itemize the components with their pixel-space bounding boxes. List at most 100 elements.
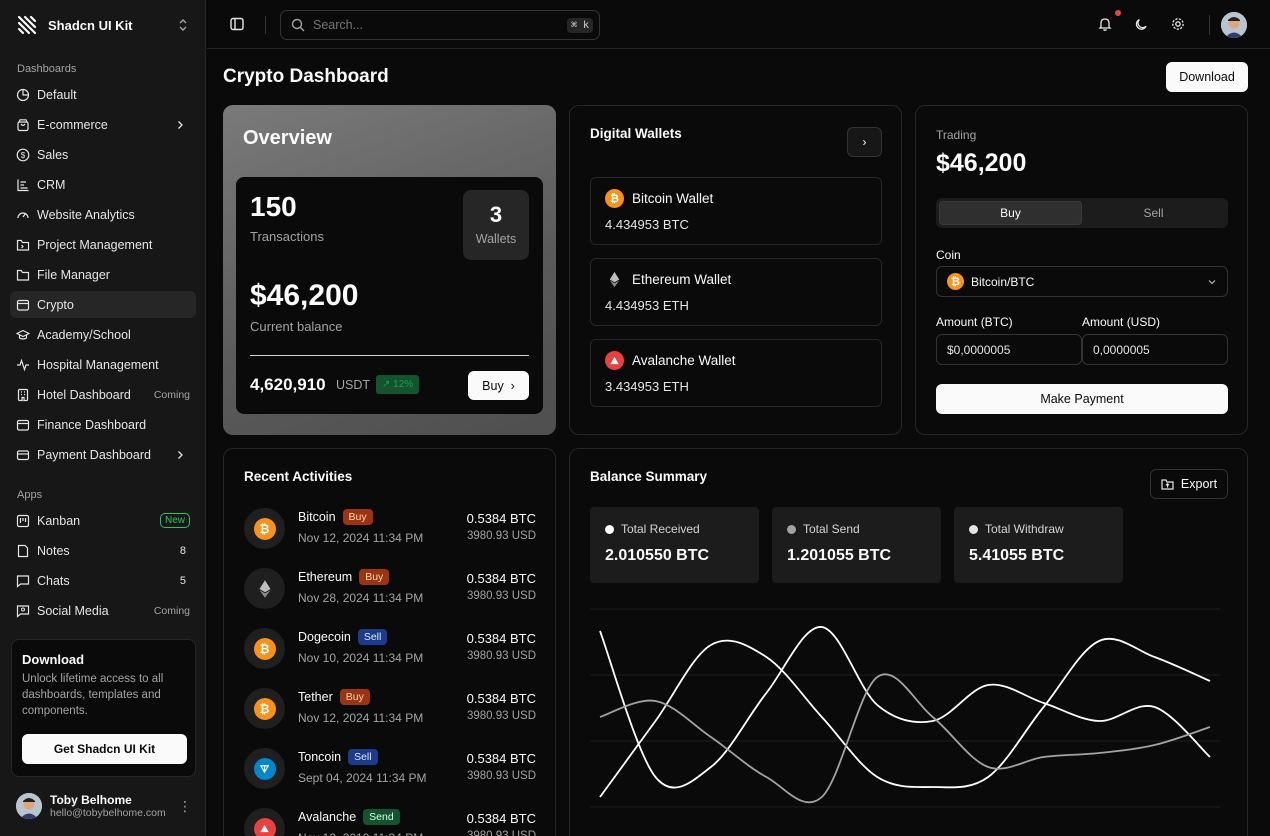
overview-card: Overview 150 Transactions 3 Wallets $46,… [223,105,556,435]
usdt-unit: USDT [336,378,371,392]
sidebar-item-label: Default [37,87,77,102]
team-switcher[interactable]: Shadcn UI Kit [10,8,196,42]
brand-logo-icon [17,15,37,35]
search-icon [291,18,305,32]
header-avatar[interactable] [1221,12,1247,38]
sidebar-item-default[interactable]: Default [10,81,196,108]
trading-label: Trading [936,128,977,142]
search-box[interactable]: ⌘ k [280,10,600,40]
avalanche-icon [605,351,624,370]
sidebar-item-label: Notes [37,543,70,558]
activity-type-badge: Sell [357,629,388,645]
coin-select[interactable]: ₿ Bitcoin/BTC [936,266,1228,297]
wallet-item[interactable]: ₿ Bitcoin Wallet 4.434953 BTC [590,177,882,245]
wallet-amount: 4.434953 ETH [605,298,689,313]
balance-label: Current balance [250,319,343,334]
make-payment-button[interactable]: Make Payment [936,384,1228,414]
balance-value: $46,200 [250,279,359,312]
user-menu[interactable]: Toby Belhome hello@tobybelhome.com ⋮ [16,790,192,822]
sidebar-item-social-media[interactable]: Social Media Coming [10,597,196,624]
wallet-header: ₿ Bitcoin Wallet [605,189,713,208]
activity-coin-name: Dogecoin [298,630,351,644]
sidebar-item-kanban[interactable]: Kanban New [10,507,196,534]
gear-icon[interactable] [1170,16,1186,32]
activity-date: Sept 04, 2024 11:34 PM [298,771,427,785]
wallets-count: 3 Wallets [463,190,529,260]
tab-sell[interactable]: Sell [1143,206,1164,220]
export-label: Export [1180,477,1218,491]
recent-activities-title: Recent Activities [244,469,353,484]
sidebar-item-hospital-management[interactable]: Hospital Management [10,351,196,378]
stat-value: 2.010550 BTC [605,547,710,564]
wallet-amount: 4.434953 BTC [605,217,689,232]
overview-panel: 150 Transactions 3 Wallets $46,200 Curre… [236,177,543,414]
dollar-circle-icon: $ [16,148,30,161]
trading-card: Trading $46,200 Buy Sell Coin ₿ Bitcoin/… [915,105,1248,435]
sidebar-item-finance-dashboard[interactable]: Finance Dashboard [10,411,196,438]
activity-usd: 3980.93 USD [466,770,536,782]
buy-label: Buy [482,378,504,393]
new-badge: New [159,513,190,528]
activity-row[interactable]: Avalanche Send Nov 12, 2019 11:34 PM 0.5384… [244,806,536,836]
sidebar-item-sales[interactable]: $ Sales [10,141,196,168]
notification-dot [1115,10,1121,16]
activity-row[interactable]: Ethereum Buy Nov 28, 2024 11:34 PM 0.5384 B… [244,566,536,612]
wallet-item[interactable]: Avalanche Wallet 3.434953 ETH [590,339,882,407]
promo-text: Unlock lifetime access to all dashboards… [22,673,164,717]
wallet-header: Avalanche Wallet [605,351,736,370]
folder-export-icon [1161,478,1174,490]
tab-buy[interactable]: Buy [939,201,1082,225]
sidebar-item-academy-school[interactable]: Academy/School [10,321,196,348]
activity-coin: Toncoin Sell [298,749,378,765]
bell-icon[interactable] [1097,16,1113,32]
stat-label-row: Total Send [787,522,860,536]
download-button[interactable]: Download [1166,62,1248,92]
more-vertical-icon[interactable]: ⋮ [178,797,192,814]
activity-amount: 0.5384 BTC [466,631,536,646]
activity-row[interactable]: ₿ Dogecoin Sell Nov 10, 2024 11:34 PM 0.5384… [244,626,536,672]
sidebar-toggle-icon[interactable] [229,16,245,32]
trading-amount: $46,200 [936,149,1027,177]
header-divider [1209,15,1210,35]
note-icon [17,544,29,557]
amount-usd-input[interactable] [1082,334,1228,365]
sidebar-item-label: Project Management [37,237,153,252]
avalanche-icon [253,817,276,836]
sidebar-item-notes[interactable]: Notes 8 [10,537,196,564]
sidebar-item-hotel-dashboard[interactable]: Hotel Dashboard Coming [10,381,196,408]
sidebar-item-project-management[interactable]: Project Management [10,231,196,258]
buy-button[interactable]: Buy › [468,371,529,400]
sidebar-item-crypto[interactable]: Crypto [10,291,196,318]
transactions-label: Transactions [250,229,324,244]
sidebar-item-website-analytics[interactable]: Website Analytics [10,201,196,228]
moon-icon[interactable] [1134,16,1150,32]
sidebar-item-label: Crypto [37,297,74,312]
activity-row[interactable]: Toncoin Sell Sept 04, 2024 11:34 PM 0.5384 … [244,746,536,792]
series-line-1 [599,637,1211,798]
overview-title: Overview [243,127,332,149]
activity-row[interactable]: ₿ Tether Buy Nov 12, 2024 11:34 PM 0.5384 BT… [244,686,536,732]
sidebar-item-crm[interactable]: CRM [10,171,196,198]
search-input[interactable] [313,18,567,32]
stat-card: Total Received 2.010550 BTC [590,507,759,583]
activity-row[interactable]: ₿ Bitcoin Buy Nov 12, 2024 11:34 PM 0.5384 B… [244,506,536,552]
wallets-next-button[interactable]: › [847,127,882,157]
amount-btc-input[interactable] [936,334,1082,365]
brand-name: Shadcn UI Kit [48,17,133,33]
sidebar-item-e-commerce[interactable]: E-commerce [10,111,196,138]
sidebar-item-payment-dashboard[interactable]: Payment Dashboard [10,441,196,468]
wallet-item[interactable]: Ethereum Wallet 4.434953 ETH [590,258,882,326]
legend-dot [787,524,796,534]
folder-dot-icon [16,239,30,251]
toncoin-icon [253,757,276,780]
bitcoin-icon: ₿ [253,637,276,660]
apps-nav: Kanban New Notes 8 Chats 5 Social Media Coming [10,507,196,627]
sidebar-item-chats[interactable]: Chats 5 [10,567,196,594]
sidebar-item-file-manager[interactable]: File Manager [10,261,196,288]
get-kit-button[interactable]: Get Shadcn UI Kit [22,734,187,764]
chevron-right-icon: › [862,135,867,149]
buy-sell-tabs: Buy Sell [936,198,1228,228]
wallets-label: Wallets [475,232,517,246]
activity-date: Nov 12, 2024 11:34 PM [298,531,424,545]
export-button[interactable]: Export [1150,469,1228,499]
